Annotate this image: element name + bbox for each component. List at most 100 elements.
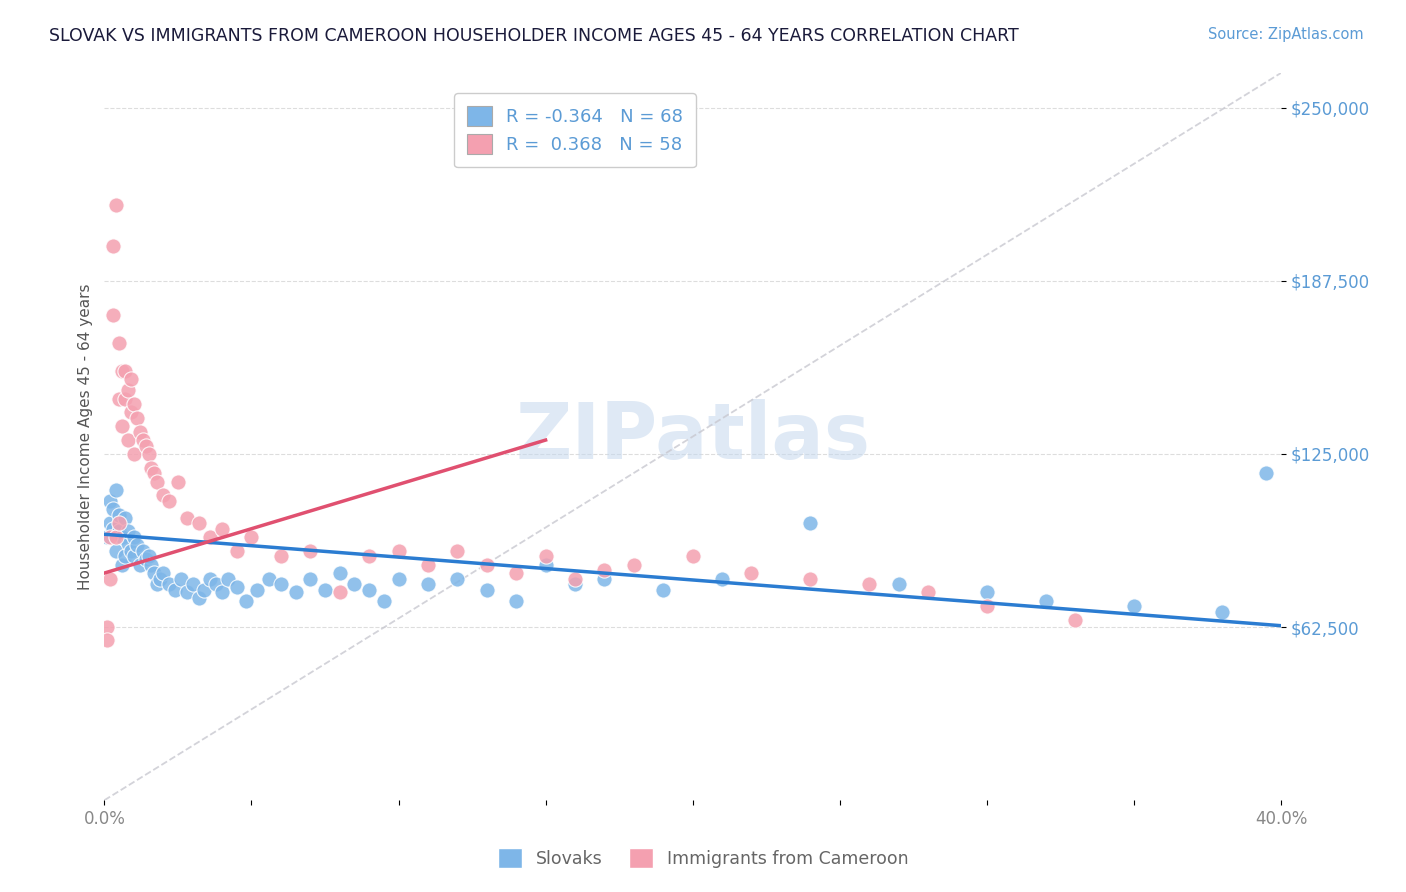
Point (593, 572, 616, 586)
Point (187, 591, 209, 605)
Point (211, 585, 233, 599)
Point (96, 620, 118, 634)
Point (1211, 605, 1233, 619)
Point (117, 433, 139, 447)
Point (416, 577, 439, 591)
Point (976, 585, 998, 599)
Point (111, 558, 134, 572)
Point (799, 516, 821, 531)
Point (593, 563, 616, 577)
Point (564, 572, 586, 586)
Point (128, 558, 150, 572)
Point (682, 549, 704, 564)
Point (128, 425, 150, 439)
Point (1035, 593, 1057, 607)
Point (446, 572, 468, 586)
Point (211, 522, 233, 536)
Point (270, 577, 292, 591)
Point (135, 552, 157, 566)
Point (120, 372, 142, 386)
Point (167, 475, 190, 489)
Point (122, 549, 145, 564)
Point (120, 544, 142, 558)
Point (103, 502, 125, 516)
Point (225, 544, 247, 558)
Point (505, 593, 527, 607)
Point (170, 572, 193, 586)
Point (105, 530, 128, 544)
Point (122, 530, 145, 544)
Point (125, 538, 148, 552)
Point (111, 530, 134, 544)
Point (98, 494, 121, 508)
Point (343, 577, 366, 591)
Point (152, 488, 174, 502)
Point (359, 549, 381, 564)
Point (131, 544, 153, 558)
Point (329, 585, 352, 599)
Point (858, 577, 880, 591)
Point (143, 566, 166, 580)
Point (176, 585, 198, 599)
Point (114, 549, 136, 564)
Point (131, 433, 153, 447)
Point (799, 572, 821, 586)
Point (108, 516, 131, 531)
Point (149, 572, 172, 586)
Point (108, 336, 131, 351)
Point (141, 460, 163, 475)
Point (122, 447, 145, 461)
Point (103, 522, 125, 536)
Point (534, 549, 557, 564)
Point (114, 364, 136, 378)
Point (235, 593, 257, 607)
Point (103, 239, 125, 253)
Point (146, 475, 169, 489)
Point (143, 467, 166, 481)
Point (117, 383, 139, 397)
Point (505, 566, 527, 580)
Point (225, 580, 247, 594)
Point (564, 577, 586, 591)
Point (108, 392, 131, 406)
Point (217, 572, 239, 586)
Point (1064, 613, 1087, 627)
Point (105, 483, 128, 497)
Point (270, 549, 292, 564)
Point (108, 508, 131, 522)
Text: ZIPatlas: ZIPatlas (515, 399, 870, 475)
Point (205, 577, 228, 591)
Point (1122, 599, 1144, 614)
Point (387, 572, 409, 586)
Point (299, 572, 322, 586)
Point (117, 535, 139, 549)
Point (387, 544, 409, 558)
Point (446, 544, 468, 558)
Point (246, 582, 269, 597)
Point (475, 558, 498, 572)
Point (138, 549, 160, 564)
Point (120, 405, 142, 419)
Point (623, 558, 645, 572)
Point (103, 309, 125, 323)
Point (711, 572, 734, 586)
Point (105, 197, 128, 211)
Legend: R = -0.364   N = 68, R =  0.368   N = 58: R = -0.364 N = 68, R = 0.368 N = 58 (454, 93, 696, 167)
Point (117, 524, 139, 539)
Point (1256, 467, 1278, 481)
Point (163, 582, 186, 597)
Y-axis label: Householder Income Ages 45 - 64 years: Householder Income Ages 45 - 64 years (79, 284, 93, 590)
Point (534, 558, 557, 572)
Point (652, 582, 675, 597)
Point (200, 572, 222, 586)
Point (152, 566, 174, 580)
Point (373, 593, 395, 607)
Point (111, 364, 134, 378)
Point (146, 577, 169, 591)
Point (122, 397, 145, 411)
Point (157, 577, 180, 591)
Point (96, 530, 118, 544)
Point (740, 566, 762, 580)
Point (96, 632, 118, 647)
Point (114, 392, 136, 406)
